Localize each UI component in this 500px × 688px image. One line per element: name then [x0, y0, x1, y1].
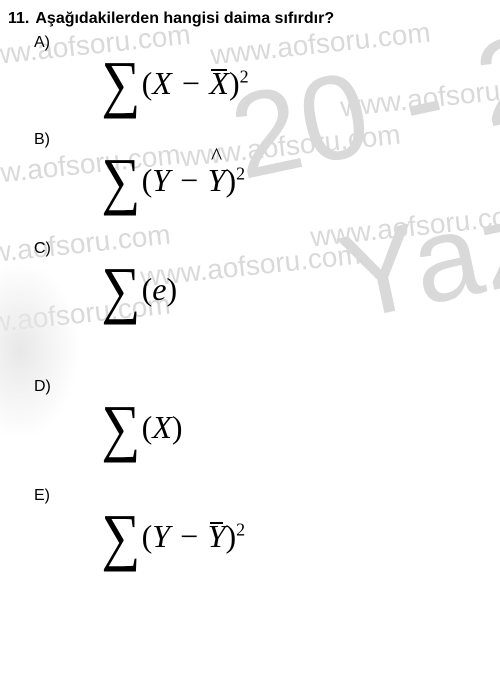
formula-B-op: −: [178, 162, 200, 198]
option-A-formula: ∑ (X − X)2: [98, 58, 500, 109]
formula-E-var2: Y: [208, 518, 226, 554]
question-header: 11. Aşağıdakilerden hangisi daima sıfırd…: [8, 10, 500, 28]
formula-A-var2: X: [209, 65, 229, 101]
formula-E-var1: Y: [152, 518, 170, 554]
option-D-formula: ∑ (X): [98, 402, 500, 453]
formula-A-var1: X: [152, 65, 172, 101]
formula-A-power: 2: [240, 66, 249, 86]
sigma-icon: ∑: [101, 511, 140, 562]
question-block: 11. Aşağıdakilerden hangisi daima sıfırd…: [0, 0, 500, 562]
question-text: Aşağıdakilerden hangisi daima sıfırdır?: [35, 10, 334, 28]
formula-B-power: 2: [236, 164, 245, 184]
formula-D-var1: X: [152, 409, 172, 445]
question-number: 11.: [8, 10, 29, 28]
option-E-formula: ∑ (Y − Y)2: [98, 511, 500, 562]
sigma-icon: ∑: [101, 264, 140, 315]
sigma-icon: ∑: [101, 155, 140, 206]
sigma-icon: ∑: [101, 402, 140, 453]
sigma-icon: ∑: [101, 58, 140, 109]
formula-A-op: −: [180, 65, 202, 101]
formula-C-var1: e: [152, 271, 166, 307]
formula-B-var2: Y: [208, 162, 226, 198]
formula-E-power: 2: [236, 519, 245, 539]
formula-B-var1: Y: [152, 162, 170, 198]
formula-E-op: −: [178, 518, 200, 554]
option-C-formula: ∑ (e): [98, 264, 500, 315]
option-B-formula: ∑ (Y − Y)2: [98, 155, 500, 206]
